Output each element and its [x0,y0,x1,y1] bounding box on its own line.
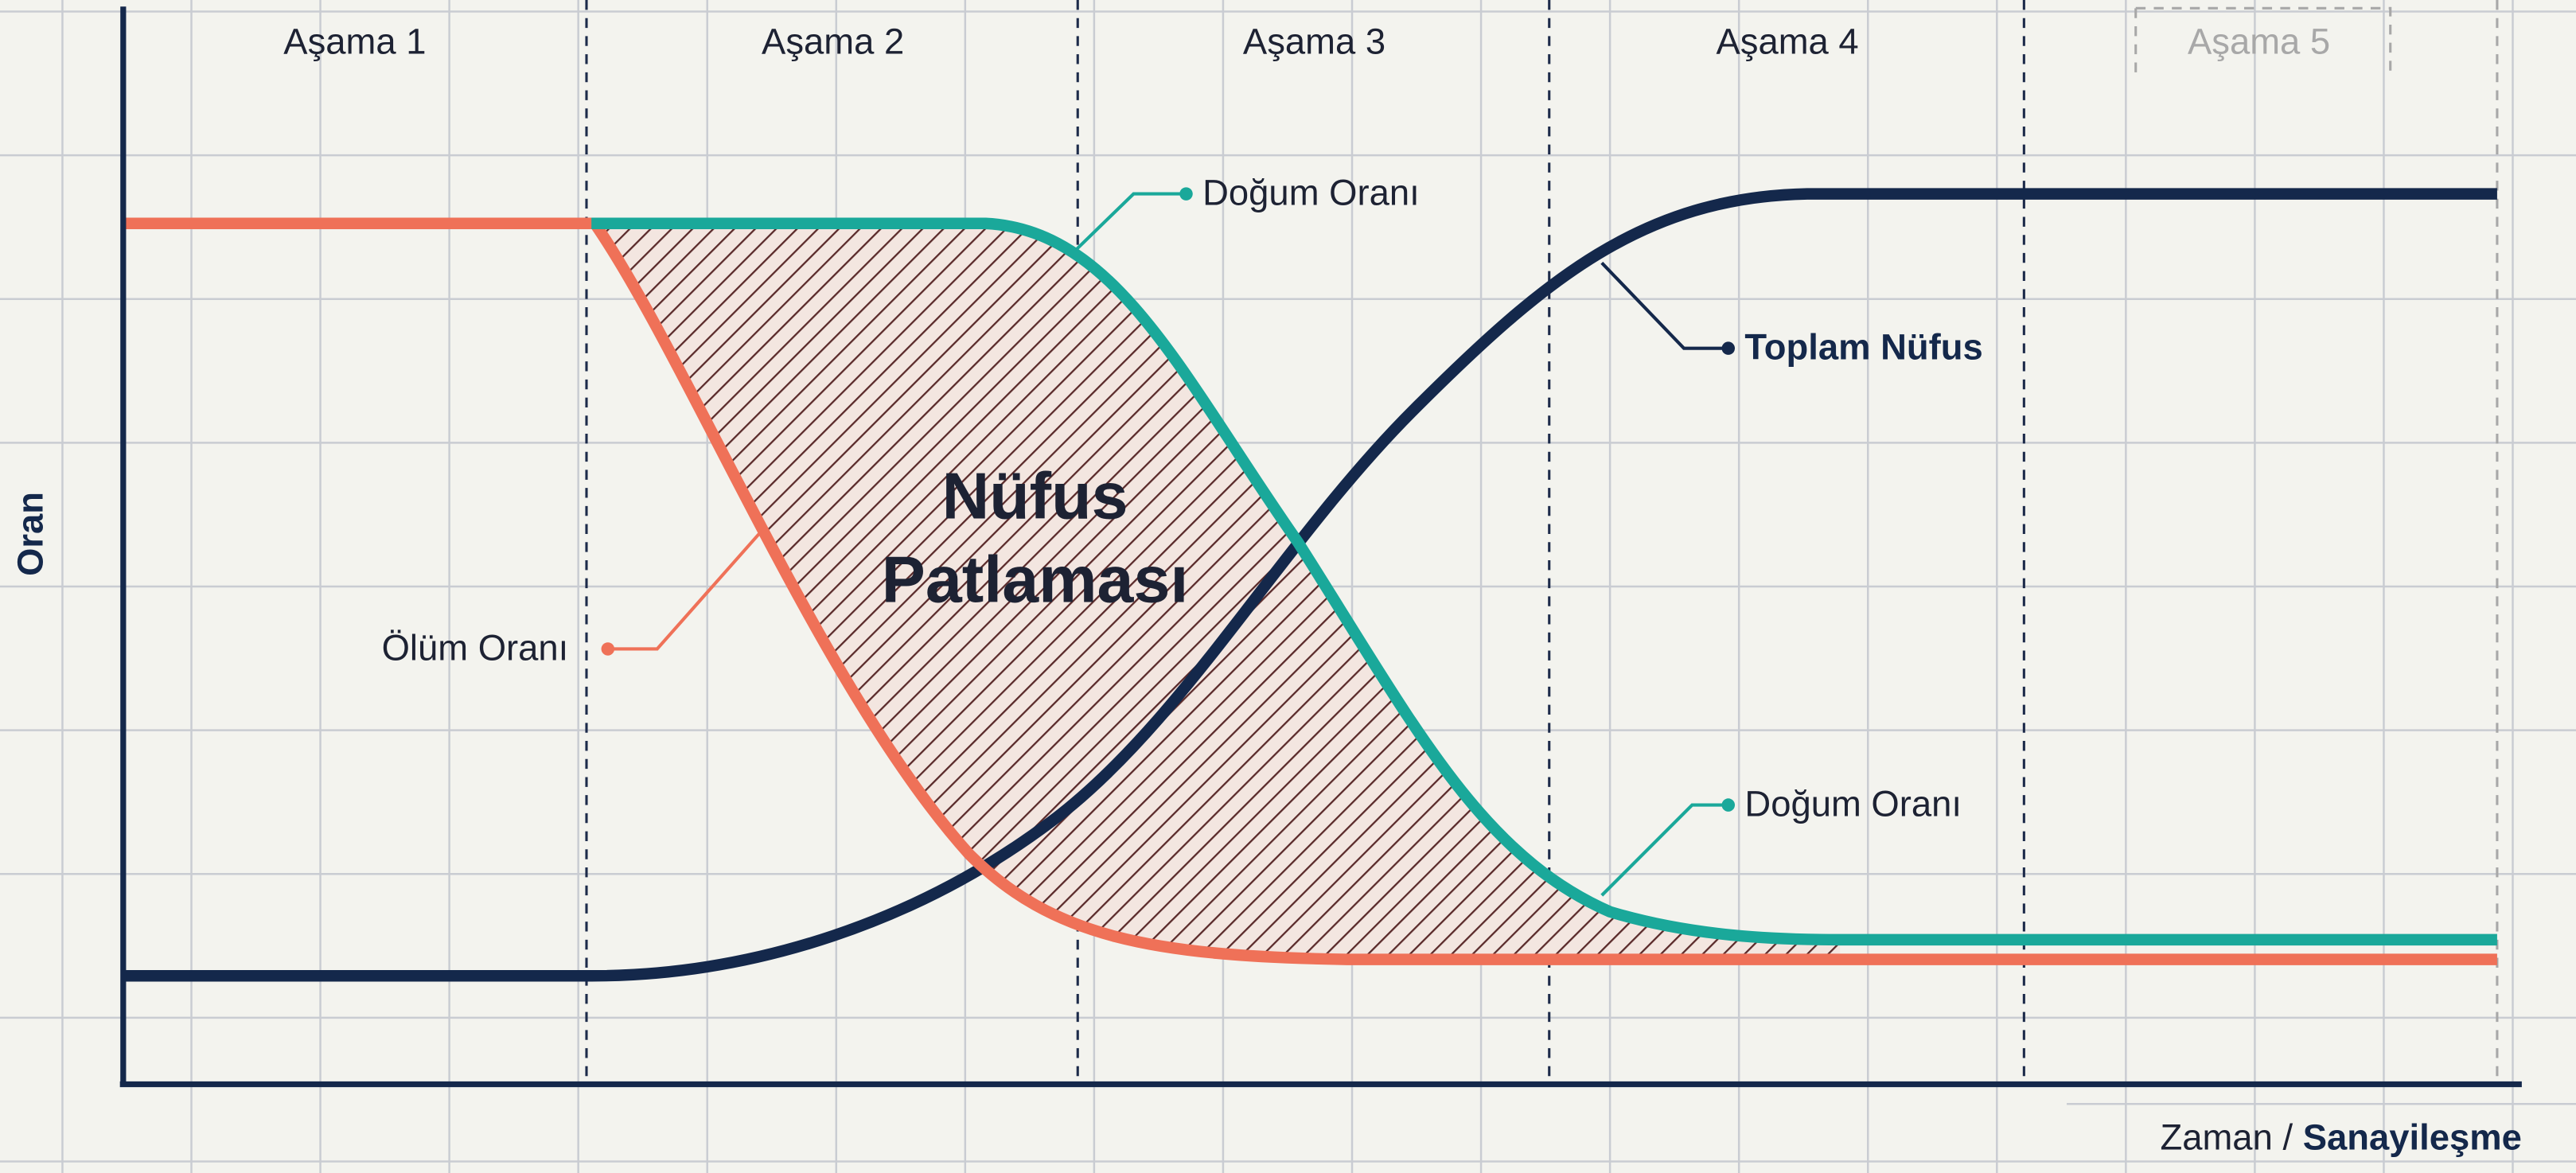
leader-dot [1721,341,1736,355]
leaders [610,192,1725,897]
population-boom-area [591,223,1841,960]
stage-label: Aşama 5 [2188,21,2330,62]
stage-label: Aşama 3 [1243,21,1385,62]
annotation: Nüfus Patlaması [882,459,1189,616]
curve-labels: Doğum Oranı Doğum Oranı Ölüm Oranı Topla… [382,173,1983,824]
stage-labels: Aşama 1 Aşama 2 Aşama 3 Aşama 4 Aşama 5 [283,21,2330,62]
annotation-line: Patlaması [882,544,1189,617]
x-axis-label: Zaman / Sanayileşme [2161,1117,2522,1158]
stage-label: Aşama 2 [762,21,904,62]
x-axis-separator: / [2282,1117,2293,1158]
y-axis-label: Oran [10,492,50,576]
x-axis-emphasis: Sanayileşme [2303,1117,2522,1158]
birth-rate-curve [591,217,2497,946]
annotation-line: Nüfus [942,459,1128,532]
death-rate-label: Ölüm Oranı [382,628,569,668]
total-population-curve [123,188,2497,982]
axes [119,6,2522,1088]
total-population-label: Toplam Nüfus [1744,327,1982,368]
death-rate-curve [123,217,2497,965]
leader-dot [601,642,615,656]
leader-dot [1179,187,1193,201]
x-axis-main: Zaman [2161,1117,2273,1158]
birth-rate-label: Doğum Oranı [1202,173,1420,213]
stage-5-outline [2134,0,2499,1085]
stage-label: Aşama 4 [1716,21,1858,62]
stage-label: Aşama 1 [283,21,426,62]
leader-dot [1721,798,1736,812]
birth-rate-label: Doğum Oranı [1744,784,1962,824]
